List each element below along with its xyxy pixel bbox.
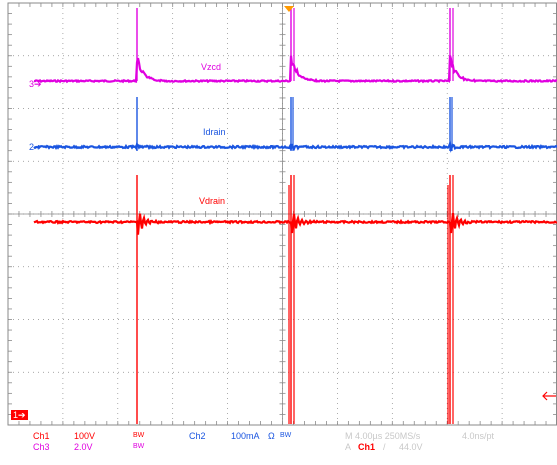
ch1-bandwidth-limit: BW — [133, 432, 145, 439]
trace-label-idrain: Idrain — [203, 127, 226, 137]
timebase-readout: M 4.00µs 250MS/s — [345, 431, 421, 441]
ch3-scale: 2.0V — [74, 442, 93, 452]
vdrain-trace — [33, 212, 557, 235]
trigger-prefix: A — [345, 442, 352, 452]
ch3-ground-marker[interactable]: 3➔ — [29, 79, 42, 89]
ch3-name: Ch3 — [33, 442, 50, 452]
ch2-marker-label: 2 — [29, 142, 35, 152]
ch2-bandwidth-limit: BW — [280, 432, 292, 439]
waveform-traces — [33, 8, 557, 424]
ch2-scale: 100mA — [231, 431, 260, 441]
ch3-bandwidth-limit: BW — [133, 443, 145, 450]
ch1-name: Ch1 — [33, 431, 50, 441]
trigger-position-marker — [284, 6, 294, 12]
ch2-ground-marker[interactable]: 2➔ — [29, 142, 42, 152]
trigger-source: Ch1 — [358, 442, 376, 452]
ch2-impedance: Ω — [268, 431, 275, 441]
trace-label-vdrain: Vdrain — [199, 196, 225, 206]
marker-arrow-icon: ➔ — [34, 79, 42, 89]
trigger-level: 44.0V — [399, 442, 423, 452]
ch1-marker-label: 1 — [13, 410, 19, 420]
trigger-slope: / — [383, 442, 386, 452]
ch2-name: Ch2 — [189, 431, 206, 441]
marker-arrow-icon: ➔ — [34, 142, 42, 152]
ch1-scale: 100V — [74, 431, 96, 441]
idrain-trace — [33, 139, 557, 153]
trace-label-vzcd: Vzcd — [201, 62, 221, 72]
trigger-level-arrow-icon — [542, 391, 556, 401]
ch1-ground-marker[interactable]: 1➔ — [11, 410, 28, 420]
marker-arrow-icon: ➔ — [18, 410, 26, 420]
vzcd-trace — [33, 55, 557, 84]
graticule — [7, 2, 557, 426]
resolution-readout: 4.0ns/pt — [462, 431, 495, 441]
ch3-marker-label: 3 — [29, 79, 35, 89]
